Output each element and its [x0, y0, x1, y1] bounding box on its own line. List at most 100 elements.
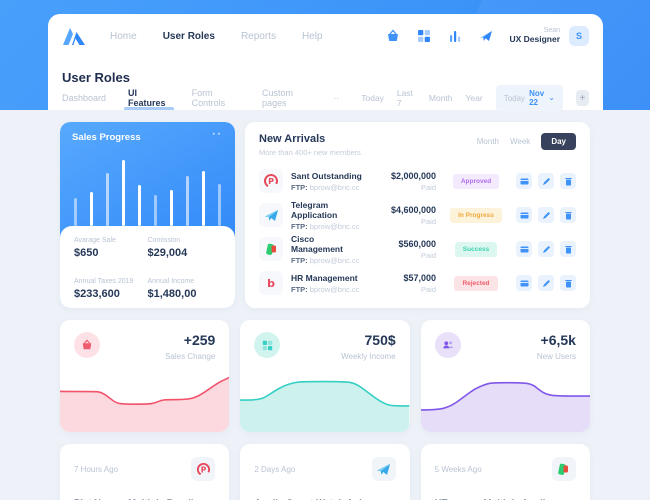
header-icons — [386, 29, 493, 43]
svg-text:P: P — [268, 177, 274, 186]
delete-icon[interactable] — [560, 241, 576, 257]
stat-value: $1,480,00 — [147, 288, 197, 300]
activity-card[interactable]: 2 Days Ago Applio Smart Watch Apk — [240, 444, 410, 500]
basket-icon[interactable] — [386, 29, 400, 43]
status-badge: In Progress — [450, 207, 502, 223]
profile-name: Sean — [543, 27, 560, 35]
status-badge: Rejected — [454, 275, 498, 291]
new-arrivals-title: New Arrivals — [259, 133, 326, 145]
delete-icon[interactable] — [560, 275, 576, 291]
telegram-logo — [371, 457, 396, 481]
grid-icon[interactable] — [417, 29, 431, 43]
delete-icon[interactable] — [560, 207, 576, 223]
activity-title: Pict Neue + Multiple Bundles — [74, 498, 215, 500]
nav-link-reports[interactable]: Reports — [240, 30, 276, 42]
send-icon[interactable] — [479, 29, 493, 43]
tab-ui-features[interactable]: UI Features — [124, 86, 174, 110]
filter-last7[interactable]: Last 7 — [396, 88, 413, 108]
table-row[interactable]: Telegram Application FTP: bprow@bnc.cc $… — [259, 198, 576, 232]
wallet-icon[interactable] — [516, 207, 532, 223]
row-name: HR Management — [291, 272, 358, 283]
filter-year[interactable]: Year — [465, 93, 483, 103]
row-ftp: FTP: bprow@bnc.cc — [291, 284, 360, 294]
kpi-label: Sales Change — [165, 352, 216, 361]
stat-value: $650 — [74, 247, 99, 259]
row-name: Sant Outstanding — [291, 170, 362, 181]
nav-link-home[interactable]: Home — [110, 30, 137, 42]
filter-week-button[interactable]: Week — [510, 137, 531, 146]
tab-form-controls[interactable]: Form Controls — [191, 88, 226, 108]
table-row[interactable]: b HR Management FTP: bprow@bnc.cc $57,00… — [259, 266, 576, 300]
filter-day-button[interactable]: Day — [541, 133, 576, 150]
row-ftp: FTP: bprow@bnc.cc — [291, 182, 360, 192]
nav-links: Home User Roles Reports Help — [110, 31, 323, 42]
activity-card[interactable]: 7 Hours Ago P Pict Neue + Multiple Bundl… — [60, 444, 230, 500]
profile-role: UX Designer — [509, 34, 560, 45]
row-amount: $2,000,000 — [390, 170, 436, 181]
telegram-logo — [259, 203, 283, 227]
kpi-label: New Users — [536, 352, 576, 361]
stat-value: $29,004 — [147, 247, 188, 259]
sales-progress-menu[interactable]: ·· — [212, 129, 223, 140]
weekly-income-card: 750$ Weekly Income — [240, 320, 410, 432]
date-picker-prefix: Today — [503, 93, 526, 103]
new-arrivals-card: New Arrivals More than 400+ new members … — [245, 122, 590, 308]
avatar[interactable]: S — [569, 26, 589, 46]
tab-dashboard[interactable]: Dashboard — [62, 93, 107, 103]
sales-change-area-chart — [60, 374, 230, 432]
cisco-logo — [551, 457, 576, 481]
stat-comission: Comission $29,004 — [148, 237, 222, 267]
stat-label: Annual Taxes 2019 — [74, 278, 134, 285]
bar-chart-icon[interactable] — [448, 29, 462, 43]
stat-average-sale: Avarage Sale $650 — [74, 237, 148, 267]
table-row[interactable]: Cisco Management FTP: bprow@bnc.cc $560,… — [259, 232, 576, 266]
stat-annual-taxes: Annual Taxes 2019 $233,600 — [74, 278, 148, 308]
filter-month[interactable]: Month — [428, 93, 453, 103]
activity-card[interactable]: 5 Weeks Ago HTmann + Multiple Applic — [420, 444, 590, 500]
nav-link-user-roles[interactable]: User Roles — [162, 30, 215, 42]
app-logo-icon[interactable] — [62, 27, 86, 45]
row-paid: Paid — [420, 284, 436, 294]
basket-icon — [74, 332, 100, 358]
filter-today[interactable]: Today — [361, 93, 384, 103]
kpi-value: +259 — [183, 332, 216, 348]
row-name: Telegram Application — [291, 199, 338, 220]
stat-label: Comission — [147, 237, 181, 244]
wallet-icon[interactable] — [516, 275, 532, 291]
stat-value: $233,600 — [74, 288, 120, 300]
kpi-value: 750$ — [364, 332, 396, 348]
row-ftp: FTP: bprow@bnc.cc — [291, 255, 360, 265]
user-profile[interactable]: Sean UX Designer — [509, 27, 560, 45]
date-picker[interactable]: Today Nov 22 ⌄ — [495, 85, 563, 111]
add-button[interactable]: + — [575, 90, 589, 106]
tab-more-dots[interactable]: ·· — [333, 93, 340, 103]
p-logo: P — [191, 457, 216, 481]
row-amount: $57,000 — [403, 272, 436, 283]
nav-link-help[interactable]: Help — [301, 30, 323, 42]
tab-custom-pages[interactable]: Custom pages — [262, 88, 294, 108]
date-filters: Today Last 7 Month Year Today Nov 22 ⌄ + — [361, 85, 589, 111]
edit-icon[interactable] — [538, 241, 554, 257]
edit-icon[interactable] — [538, 173, 554, 189]
new-arrivals-list: P Sant Outstanding FTP: bprow@bnc.cc $2,… — [259, 164, 576, 300]
status-badge: Approved — [452, 173, 500, 189]
sales-progress-card: Sales Progress ·· Avarage Sale $650 Comi… — [60, 122, 235, 308]
grid-icon — [254, 332, 281, 358]
new-arrivals-filters: Month Week Day — [477, 133, 576, 150]
sales-change-card: +259 Sales Change — [60, 320, 230, 432]
row-amount: $560,000 — [398, 238, 436, 249]
nav-bar: Home User Roles Reports Help — [62, 14, 589, 58]
sales-stats: Avarage Sale $650 Comission $29,004 Annu… — [60, 226, 235, 308]
sales-progress-title: Sales Progress — [72, 132, 141, 143]
stat-label: Avarage Sale — [74, 237, 116, 244]
edit-icon[interactable] — [538, 207, 554, 223]
wallet-icon[interactable] — [516, 241, 532, 257]
table-row[interactable]: P Sant Outstanding FTP: bprow@bnc.cc $2,… — [259, 164, 576, 198]
wallet-icon[interactable] — [516, 173, 532, 189]
row-amount: $4,600,000 — [390, 204, 436, 215]
filter-month-button[interactable]: Month — [476, 137, 499, 146]
users-icon — [434, 332, 461, 358]
delete-icon[interactable] — [560, 173, 576, 189]
stat-annual-income: Annual Income $1,480,00 — [148, 278, 222, 308]
edit-icon[interactable] — [538, 275, 554, 291]
